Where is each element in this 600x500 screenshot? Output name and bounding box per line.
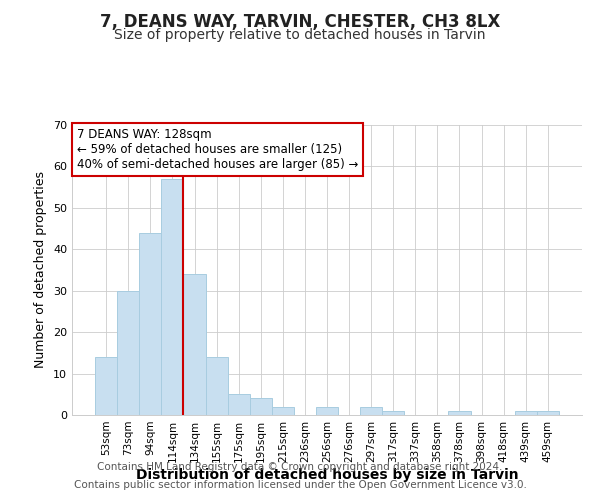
Bar <box>448 411 470 415</box>
Bar <box>515 411 537 415</box>
Bar <box>382 411 404 415</box>
X-axis label: Distribution of detached houses by size in Tarvin: Distribution of detached houses by size … <box>136 468 518 481</box>
Text: 7 DEANS WAY: 128sqm
← 59% of detached houses are smaller (125)
40% of semi-detac: 7 DEANS WAY: 128sqm ← 59% of detached ho… <box>77 128 358 171</box>
Bar <box>250 398 272 415</box>
Bar <box>316 406 338 415</box>
Bar <box>360 406 382 415</box>
Y-axis label: Number of detached properties: Number of detached properties <box>34 172 47 368</box>
Bar <box>139 232 161 415</box>
Text: Contains HM Land Registry data © Crown copyright and database right 2024.: Contains HM Land Registry data © Crown c… <box>97 462 503 472</box>
Text: Size of property relative to detached houses in Tarvin: Size of property relative to detached ho… <box>114 28 486 42</box>
Bar <box>272 406 294 415</box>
Text: Contains public sector information licensed under the Open Government Licence v3: Contains public sector information licen… <box>74 480 526 490</box>
Bar <box>206 357 227 415</box>
Bar <box>227 394 250 415</box>
Bar <box>537 411 559 415</box>
Bar <box>184 274 206 415</box>
Text: 7, DEANS WAY, TARVIN, CHESTER, CH3 8LX: 7, DEANS WAY, TARVIN, CHESTER, CH3 8LX <box>100 12 500 30</box>
Bar <box>117 290 139 415</box>
Bar <box>95 357 117 415</box>
Bar <box>161 179 184 415</box>
